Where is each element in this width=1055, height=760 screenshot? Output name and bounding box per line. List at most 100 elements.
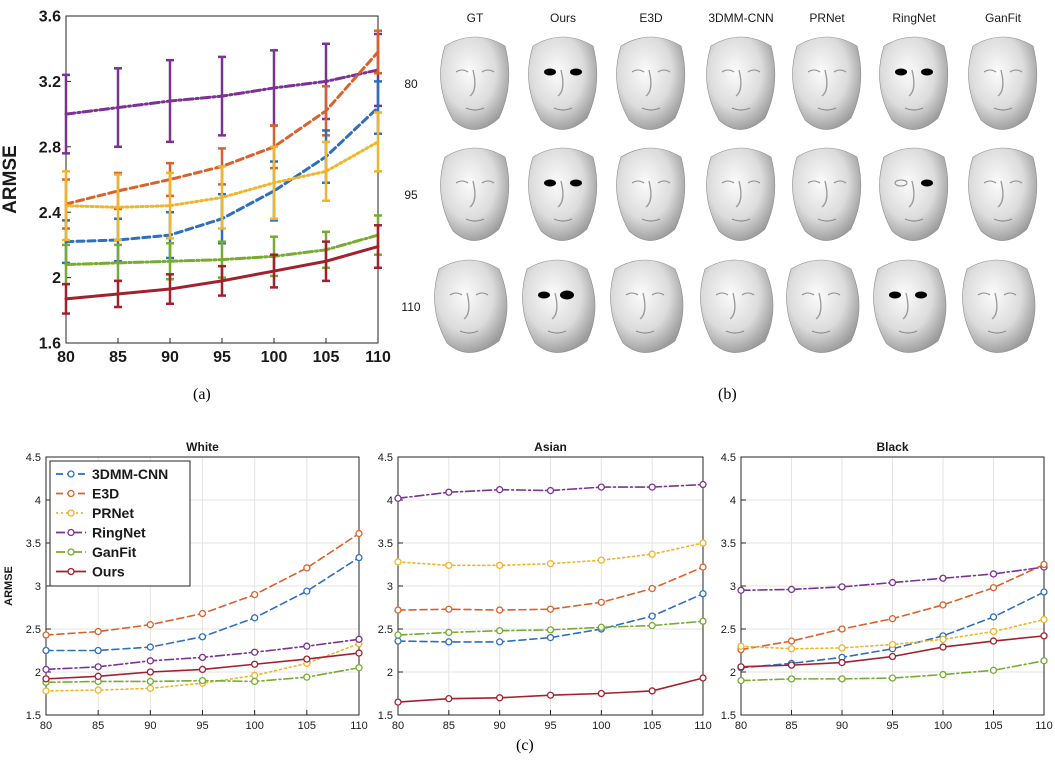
eye-shadow <box>747 180 761 184</box>
data-point <box>648 584 656 593</box>
y-tick-label: 3.2 <box>39 74 61 91</box>
eye-shadow <box>651 292 665 296</box>
row-label: 80 <box>404 77 418 91</box>
data-point <box>888 615 897 623</box>
data-point <box>787 661 796 669</box>
x-tick-label: 105 <box>643 720 661 732</box>
data-point <box>699 480 707 489</box>
nose-shadow <box>469 180 476 208</box>
data-point <box>251 671 259 680</box>
eye-shadow <box>657 69 671 73</box>
legend-entry: PRNet <box>92 505 134 521</box>
y-tick-label: 1.6 <box>39 336 61 353</box>
chart-white: 1.5 2 2.5 3 3.5 4 4.5 80 85 90 95 100 105 110 White ARM… <box>3 440 368 732</box>
face-render <box>440 147 510 241</box>
face-render <box>968 147 1038 241</box>
data-point <box>699 674 707 682</box>
y-tick-label: 2 <box>52 270 61 287</box>
data-point <box>303 673 311 681</box>
series-prnet <box>394 539 707 570</box>
face-render <box>522 259 596 353</box>
face-render <box>610 259 684 353</box>
x-tick-label: 90 <box>144 720 156 732</box>
nose-shadow <box>645 69 652 97</box>
eye-shadow <box>625 292 639 296</box>
y-tick-label: 2.5 <box>721 624 736 636</box>
x-tick-label: 100 <box>261 349 288 366</box>
series-line <box>64 245 380 301</box>
data-point <box>198 676 207 685</box>
x-tick-label: 100 <box>245 720 263 732</box>
data-point <box>445 488 453 496</box>
y-tick-label: 3.6 <box>39 9 61 26</box>
y-tick-label: 2.5 <box>378 624 393 636</box>
data-point <box>939 670 947 679</box>
nose-shadow <box>557 69 564 97</box>
nose-shadow <box>551 292 558 320</box>
data-point <box>648 687 656 695</box>
data-point <box>94 646 102 655</box>
eye-hole <box>921 68 933 76</box>
caption-b: (b) <box>718 386 737 403</box>
data-point <box>496 694 504 702</box>
series-3dmm-cnn <box>42 553 363 655</box>
face-render <box>616 36 686 130</box>
data-point <box>445 695 453 703</box>
face-surface <box>786 259 860 353</box>
data-point <box>445 561 453 570</box>
data-point <box>42 687 50 695</box>
data-point <box>94 663 102 671</box>
legend-swatch-marker <box>67 489 75 498</box>
face-render <box>792 36 862 130</box>
x-tick-label: 105 <box>984 720 1002 732</box>
x-tick-label: 80 <box>392 720 404 732</box>
nose-shadow <box>735 180 742 208</box>
data-point <box>546 633 555 642</box>
eye-shadow <box>807 69 821 73</box>
eye-hole <box>895 68 907 76</box>
data-point <box>546 559 555 568</box>
series-ours <box>737 632 1048 671</box>
x-tick-label: 90 <box>836 720 848 732</box>
data-point <box>1040 588 1048 596</box>
eye-shadow <box>977 292 991 296</box>
face-surface <box>522 259 596 353</box>
data-point <box>146 621 154 629</box>
y-tick-label: 3 <box>730 581 736 593</box>
mouth-shadow <box>993 107 1013 111</box>
data-point <box>648 612 656 620</box>
face-render <box>792 147 862 241</box>
face-surface <box>700 259 774 353</box>
eye-shadow <box>481 180 495 184</box>
eye-hole <box>570 68 582 76</box>
nose-shadow <box>639 292 646 320</box>
y-tick-label: 4 <box>387 495 393 507</box>
data-point <box>989 627 998 636</box>
nose-shadow <box>815 292 822 320</box>
series-line <box>64 140 380 209</box>
face-surface <box>610 259 684 353</box>
eye-shadow <box>449 292 463 296</box>
data-point <box>394 631 402 639</box>
nose-shadow <box>735 69 742 97</box>
data-point <box>251 590 259 599</box>
column-header: GT <box>467 11 484 25</box>
data-point <box>838 583 846 591</box>
data-point <box>445 628 453 637</box>
eye-shadow <box>807 180 821 184</box>
column-header: E3D <box>639 11 663 25</box>
eye-shadow <box>1009 69 1023 73</box>
y-tick-label: 3.5 <box>26 538 41 550</box>
face-render <box>706 36 776 130</box>
series-e3d <box>394 563 707 614</box>
chart-a-armse-vs-angle: 1.6 2 2.4 2.8 3.2 3.6 80 85 90 95 100 105 110 ARMSE <box>0 9 391 366</box>
y-tick-label: 3 <box>387 581 393 593</box>
data-point <box>737 642 745 650</box>
data-point <box>989 584 998 592</box>
x-tick-label: 80 <box>735 720 747 732</box>
x-tick-label: 110 <box>365 349 391 366</box>
mouth-shadow <box>904 218 924 222</box>
eye-hole <box>915 291 927 299</box>
series-prnet <box>62 111 382 242</box>
